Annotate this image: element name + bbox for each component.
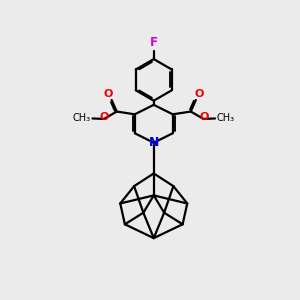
Text: O: O: [199, 112, 208, 122]
Text: N: N: [148, 136, 159, 149]
Text: O: O: [195, 89, 204, 99]
Text: F: F: [150, 36, 158, 50]
Text: CH₃: CH₃: [217, 113, 235, 124]
Text: O: O: [99, 112, 109, 122]
Text: CH₃: CH₃: [73, 113, 91, 124]
Text: O: O: [103, 89, 113, 99]
